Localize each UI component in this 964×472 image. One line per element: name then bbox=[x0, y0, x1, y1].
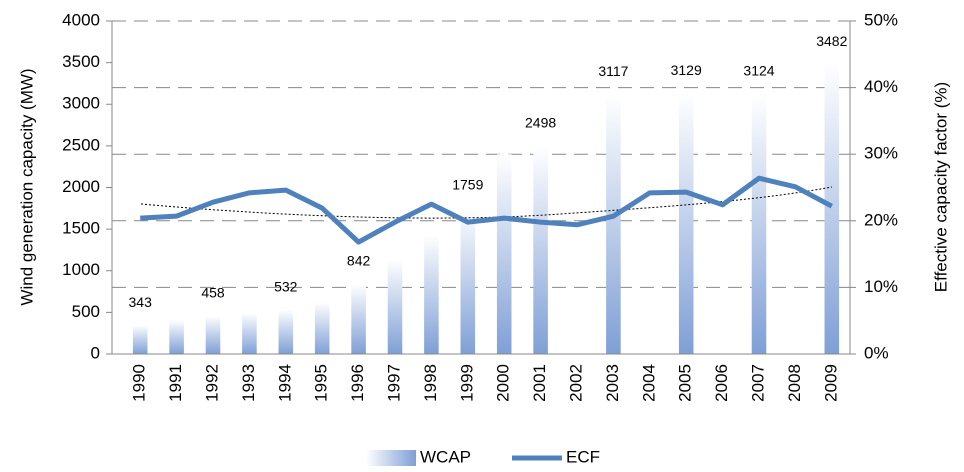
bar bbox=[351, 283, 366, 354]
bar bbox=[132, 325, 148, 354]
bar bbox=[824, 64, 840, 354]
legend-label: ECF bbox=[566, 447, 600, 466]
x-tick-label: 1992 bbox=[202, 364, 221, 402]
y2-tick-label: 10% bbox=[864, 277, 898, 296]
bar bbox=[678, 93, 694, 355]
bar bbox=[460, 207, 476, 354]
value-label: 532 bbox=[274, 278, 298, 294]
value-label: 343 bbox=[129, 294, 153, 310]
x-tick-label: 1998 bbox=[421, 364, 440, 402]
bar bbox=[205, 315, 221, 354]
value-label: 3482 bbox=[816, 33, 847, 49]
x-tick-label: 2009 bbox=[821, 364, 840, 402]
bar bbox=[387, 259, 403, 354]
y-tick-label: 2000 bbox=[62, 177, 100, 196]
x-tick-label: 1996 bbox=[348, 364, 367, 402]
y-tick-label: 500 bbox=[72, 302, 100, 321]
x-tick-label: 2000 bbox=[494, 364, 513, 402]
x-tick-label: 2007 bbox=[748, 364, 767, 402]
value-label: 842 bbox=[347, 253, 371, 269]
y-tick-label: 2500 bbox=[62, 135, 100, 154]
bar bbox=[533, 146, 548, 354]
x-tick-label: 2008 bbox=[785, 364, 804, 402]
y-tick-label: 3500 bbox=[62, 52, 100, 71]
x-tick-label: 2002 bbox=[566, 364, 585, 402]
x-tick-label: 1993 bbox=[239, 364, 258, 402]
value-label: 458 bbox=[201, 285, 225, 301]
value-label: 2498 bbox=[525, 115, 556, 131]
y2-tick-label: 40% bbox=[864, 77, 898, 96]
x-tick-label: 2001 bbox=[530, 364, 549, 402]
x-tick-label: 2006 bbox=[712, 364, 731, 402]
y-tick-label: 3000 bbox=[62, 94, 100, 113]
bar bbox=[278, 309, 294, 354]
bar bbox=[606, 94, 621, 354]
y2-tick-label: 0% bbox=[864, 343, 889, 362]
x-tick-label: 1994 bbox=[275, 364, 294, 402]
bar bbox=[169, 319, 184, 354]
y2-tick-label: 20% bbox=[864, 210, 898, 229]
x-tick-label: 1990 bbox=[130, 364, 149, 402]
y-tick-label: 1500 bbox=[62, 219, 100, 238]
bar bbox=[242, 312, 257, 354]
x-tick-label: 1995 bbox=[312, 364, 331, 402]
value-label: 3124 bbox=[743, 63, 774, 79]
bar bbox=[496, 154, 512, 354]
bar bbox=[751, 93, 767, 354]
x-tick-label: 1997 bbox=[384, 364, 403, 402]
y2-tick-label: 30% bbox=[864, 144, 898, 163]
legend-label: WCAP bbox=[420, 447, 471, 466]
bar bbox=[424, 234, 439, 354]
x-tick-label: 2004 bbox=[639, 364, 658, 402]
y-axis-title: Wind generation capacity (MW) bbox=[17, 68, 36, 305]
x-tick-label: 2005 bbox=[676, 364, 695, 402]
value-label: 3117 bbox=[598, 63, 628, 79]
y-tick-label: 4000 bbox=[62, 10, 100, 29]
line bbox=[140, 175, 833, 245]
x-tick-label: 1991 bbox=[166, 364, 185, 402]
y2-tick-label: 50% bbox=[864, 10, 898, 29]
bar bbox=[314, 302, 330, 354]
x-tick-label: 2003 bbox=[603, 364, 622, 402]
y-tick-label: 1000 bbox=[62, 260, 100, 279]
value-label: 1759 bbox=[452, 176, 483, 192]
x-tick-label: 1999 bbox=[457, 364, 476, 402]
y-tick-label: 0 bbox=[91, 343, 100, 362]
y2-axis-title: Effective capacity factor (%) bbox=[931, 82, 950, 292]
trendline bbox=[140, 186, 833, 219]
legend-swatch bbox=[366, 450, 416, 466]
value-label: 3129 bbox=[671, 62, 702, 78]
